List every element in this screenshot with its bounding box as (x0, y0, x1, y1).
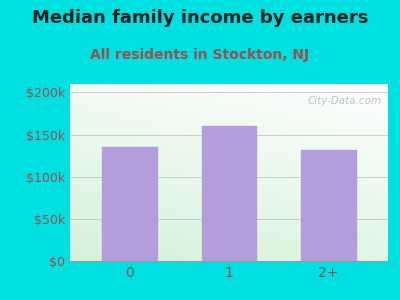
Bar (301, 150, 356, 261)
Bar (202, 126, 256, 261)
Text: City-Data.com: City-Data.com (308, 96, 382, 106)
Text: All residents in Stockton, NJ: All residents in Stockton, NJ (90, 48, 310, 62)
Bar (102, 147, 157, 261)
Text: Median family income by earners: Median family income by earners (32, 9, 368, 27)
